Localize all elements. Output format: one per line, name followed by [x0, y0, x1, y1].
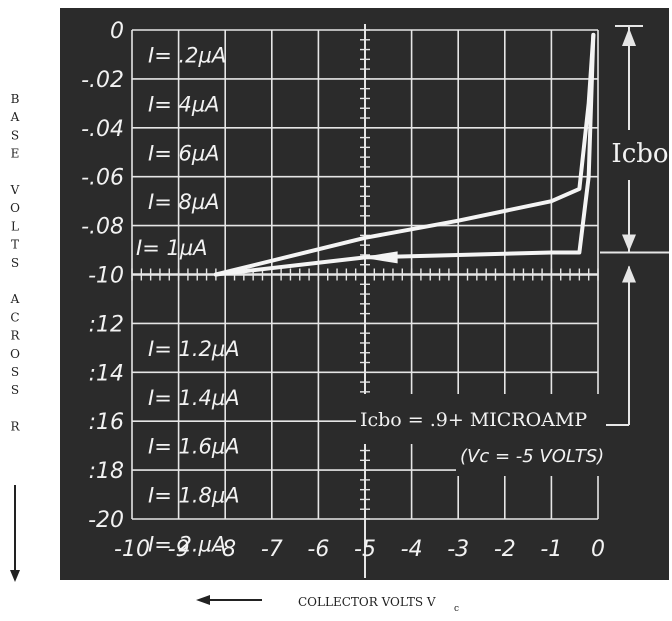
- x-axis-label: COLLECTOR VOLTS V c: [196, 595, 459, 614]
- y-axis-label-letter: S: [11, 256, 19, 270]
- y-axis-arrow-head: [10, 570, 20, 582]
- x-tick-label: -8: [214, 537, 236, 562]
- x-axis-label: COLLECTOR VOLTS V: [298, 595, 436, 609]
- y-tick-label: -.06: [81, 166, 124, 191]
- current-step-label: I= 1.2µA: [148, 337, 240, 361]
- current-step-label: I= 1.8µA: [148, 484, 240, 508]
- icbo-label: Icbo: [611, 139, 668, 169]
- icbo-value: Icbo = .9+ MICROAMP: [360, 409, 587, 431]
- y-tick-label: :14: [89, 361, 124, 386]
- y-tick-label: :12: [89, 312, 124, 337]
- condition-text: (Vc = -5 VOLTS): [460, 446, 604, 467]
- x-tick-label: -7: [261, 537, 283, 562]
- y-axis-label-letter: T: [11, 238, 19, 252]
- trace-line: [213, 32, 596, 277]
- y-axis-label-letter: C: [10, 310, 19, 324]
- y-tick-label: -20: [88, 508, 124, 533]
- icbo-arrow-up: [622, 28, 636, 46]
- current-step-label: I= 1.6µA: [148, 435, 240, 459]
- y-axis-label-letter: V: [10, 183, 20, 197]
- x-tick-label: -9: [168, 537, 190, 562]
- x-tick-label: -1: [540, 537, 562, 562]
- y-tick-label: -10: [88, 264, 124, 289]
- y-tick-label: :18: [89, 459, 124, 484]
- y-tick-label: 0: [110, 19, 124, 44]
- icbo-label-bg: [611, 130, 669, 180]
- y-axis-label-letter: R: [10, 329, 20, 343]
- y-axis-label-letter: S: [11, 128, 19, 142]
- x-tick-label: -6: [307, 537, 329, 562]
- y-axis-label-letter: A: [10, 110, 20, 124]
- y-axis-label-letter: A: [10, 292, 20, 306]
- current-step-label: I= .2µA: [148, 43, 226, 67]
- x-tick-labels: -10 -9 -8 -7 -6 -5 -4 -3 -2 -1 0: [114, 537, 605, 562]
- icbo-annotation: Icbo Icbo = .9+ MICROAMP (Vc = -5 VOLTS): [356, 25, 669, 476]
- y-axis-label-letter: L: [11, 219, 19, 233]
- x-tick-label: -4: [401, 537, 423, 562]
- x-tick-label: -5: [354, 537, 376, 562]
- y-axis-label-letter: O: [10, 347, 20, 361]
- icbo-arrow-down: [622, 234, 636, 252]
- condition-bg: [456, 434, 616, 476]
- trace-arrowhead: [360, 251, 398, 264]
- y-tick-label: -.04: [81, 117, 124, 142]
- y-tick-label: -.08: [81, 215, 124, 240]
- y-tick-label: :16: [89, 410, 124, 435]
- x-tick-label: -2: [494, 537, 516, 562]
- x-tick-label: -3: [447, 537, 469, 562]
- x-tick-label: 0: [591, 537, 605, 562]
- y-tick-labels: 0 -.02 -.04 -.06 -.08 -10 :12 :14 :16 :18 -20: [81, 19, 124, 533]
- current-step-label: I= 2.µA: [148, 532, 226, 556]
- y-axis-label-letter: B: [11, 92, 20, 106]
- current-step-labels: I= .2µA I= 4µA I= 6µA I= 8µA I= 1µA I= 1.2µA I…: [136, 43, 240, 556]
- current-step-label: I= 8µA: [148, 190, 220, 214]
- y-tick-label: -.02: [81, 68, 124, 93]
- x-axis-label-subscript: c: [454, 604, 459, 614]
- current-step-label: I= 1.4µA: [148, 386, 240, 410]
- y-axis-label-letter: E: [11, 147, 20, 161]
- x-axis-arrow-head: [196, 595, 210, 605]
- icbo-leader-arrow: [622, 265, 636, 283]
- y-axis-label-letter: R: [10, 420, 20, 434]
- trace-curves: [213, 32, 596, 277]
- x-tick-label: -10: [114, 537, 150, 562]
- current-step-label: I= 4µA: [148, 92, 220, 116]
- current-step-label: I= 6µA: [148, 141, 220, 165]
- y-axis-label-letter: S: [11, 365, 19, 379]
- y-axis-label-letter: O: [10, 201, 20, 215]
- y-axis-label-letter: S: [11, 383, 19, 397]
- current-step-label: I= 1µA: [136, 236, 208, 260]
